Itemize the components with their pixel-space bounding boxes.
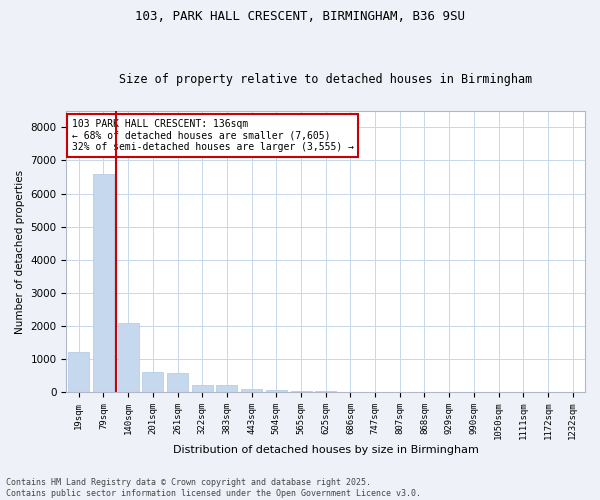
Text: 103, PARK HALL CRESCENT, BIRMINGHAM, B36 9SU: 103, PARK HALL CRESCENT, BIRMINGHAM, B36…	[135, 10, 465, 23]
Bar	[142, 372, 163, 392]
Bar	[192, 385, 213, 392]
X-axis label: Distribution of detached houses by size in Birmingham: Distribution of detached houses by size …	[173, 445, 479, 455]
Y-axis label: Number of detached properties: Number of detached properties	[15, 170, 25, 334]
Bar	[68, 352, 89, 392]
Bar	[167, 373, 188, 392]
Bar	[266, 390, 287, 392]
Bar	[217, 386, 238, 392]
Bar	[93, 174, 114, 392]
Bar	[290, 391, 311, 392]
Bar	[118, 322, 139, 392]
Title: Size of property relative to detached houses in Birmingham: Size of property relative to detached ho…	[119, 73, 532, 86]
Text: 103 PARK HALL CRESCENT: 136sqm
← 68% of detached houses are smaller (7,605)
32% : 103 PARK HALL CRESCENT: 136sqm ← 68% of …	[71, 119, 353, 152]
Text: Contains HM Land Registry data © Crown copyright and database right 2025.
Contai: Contains HM Land Registry data © Crown c…	[6, 478, 421, 498]
Bar	[241, 389, 262, 392]
